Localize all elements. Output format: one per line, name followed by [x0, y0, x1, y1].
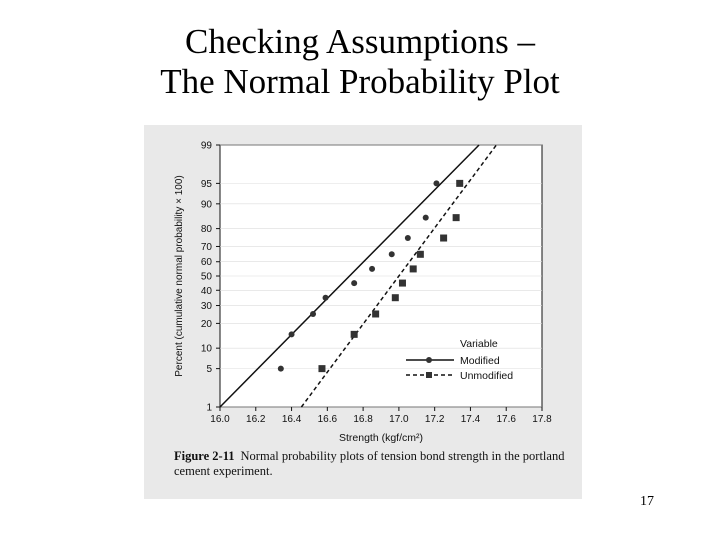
x-tick-label: 17.0	[389, 414, 409, 425]
x-axis-label: Strength (kgf/cm²)	[339, 432, 423, 444]
legend-label-modified: Modified	[460, 355, 500, 367]
y-tick-label: 5	[206, 364, 212, 375]
point-modified	[388, 251, 395, 258]
point-unmodified	[318, 365, 326, 373]
x-tick-label: 17.4	[461, 414, 481, 425]
point-modified	[422, 214, 429, 221]
y-tick-label: 40	[201, 286, 213, 297]
point-modified	[277, 365, 284, 372]
point-modified	[322, 294, 329, 301]
legend: Variable Modified Unmodified	[406, 338, 513, 382]
data-points	[277, 179, 464, 373]
x-tick-label: 16.0	[210, 414, 230, 425]
x-tick-label: 17.6	[496, 414, 516, 425]
y-tick-label: 30	[201, 301, 213, 312]
point-unmodified	[409, 265, 417, 273]
figure-number: Figure 2-11	[174, 449, 235, 463]
legend-label-unmodified: Unmodified	[460, 370, 513, 382]
point-unmodified	[416, 250, 424, 258]
fit-line-modified	[219, 144, 480, 408]
fit-line-unmodified	[300, 144, 497, 408]
x-tick-label: 16.4	[282, 414, 302, 425]
figure-scan: 1 5 10 20 30 40 50 60 70 80 90 95 99 16.0 16.2 16.4 16.…	[144, 125, 582, 499]
x-tick-label: 17.8	[532, 414, 552, 425]
point-modified	[404, 235, 411, 242]
point-unmodified	[398, 279, 406, 287]
legend-marker-modified	[426, 357, 432, 363]
legend-title: Variable	[460, 338, 498, 350]
x-tick-label: 16.8	[353, 414, 373, 425]
figure-caption-text: Normal probability plots of tension bond…	[174, 449, 565, 478]
point-modified	[369, 265, 376, 272]
gridlines	[220, 144, 542, 408]
slide-title-line-1: Checking Assumptions –	[184, 22, 536, 61]
page-number: 17	[640, 494, 654, 509]
point-unmodified	[452, 214, 460, 222]
point-modified	[351, 280, 358, 287]
x-tick-label: 16.2	[246, 414, 266, 425]
y-tick-label: 80	[201, 224, 213, 235]
fit-lines	[219, 144, 497, 408]
y-tick-label: 99	[201, 141, 213, 152]
y-axis-label: Percent (cumulative normal probability ×…	[174, 175, 185, 376]
y-tick-label: 50	[201, 272, 213, 283]
x-tick-labels: 16.0 16.2 16.4 16.6 16.8 17.0 17.2 17.4 17.6 17.8	[210, 407, 552, 425]
point-unmodified	[372, 310, 380, 318]
y-tick-label: 95	[201, 179, 213, 190]
point-unmodified	[440, 234, 448, 242]
y-tick-label: 90	[201, 199, 213, 210]
slide-title-line-2: The Normal Probability Plot	[160, 62, 560, 101]
point-unmodified	[350, 330, 358, 338]
x-tick-label: 17.2	[425, 414, 445, 425]
figure-caption: Figure 2-11 Normal probability plots of t…	[174, 449, 574, 479]
y-tick-labels: 1 5 10 20 30 40 50 60 70 80 90 95 99	[201, 141, 220, 414]
x-tick-label: 16.6	[318, 414, 338, 425]
y-tick-label: 60	[201, 257, 213, 268]
point-unmodified	[456, 179, 464, 187]
point-unmodified	[391, 294, 399, 302]
legend-marker-unmodified	[426, 372, 432, 378]
y-tick-label: 70	[201, 242, 213, 253]
point-modified	[433, 180, 440, 187]
slide-title: Checking Assumptions – The Normal Probab…	[0, 22, 720, 102]
point-modified	[310, 310, 317, 317]
y-tick-label: 20	[201, 319, 213, 330]
point-modified	[288, 331, 295, 338]
y-tick-label: 1	[206, 403, 212, 414]
y-tick-label: 10	[201, 344, 213, 355]
